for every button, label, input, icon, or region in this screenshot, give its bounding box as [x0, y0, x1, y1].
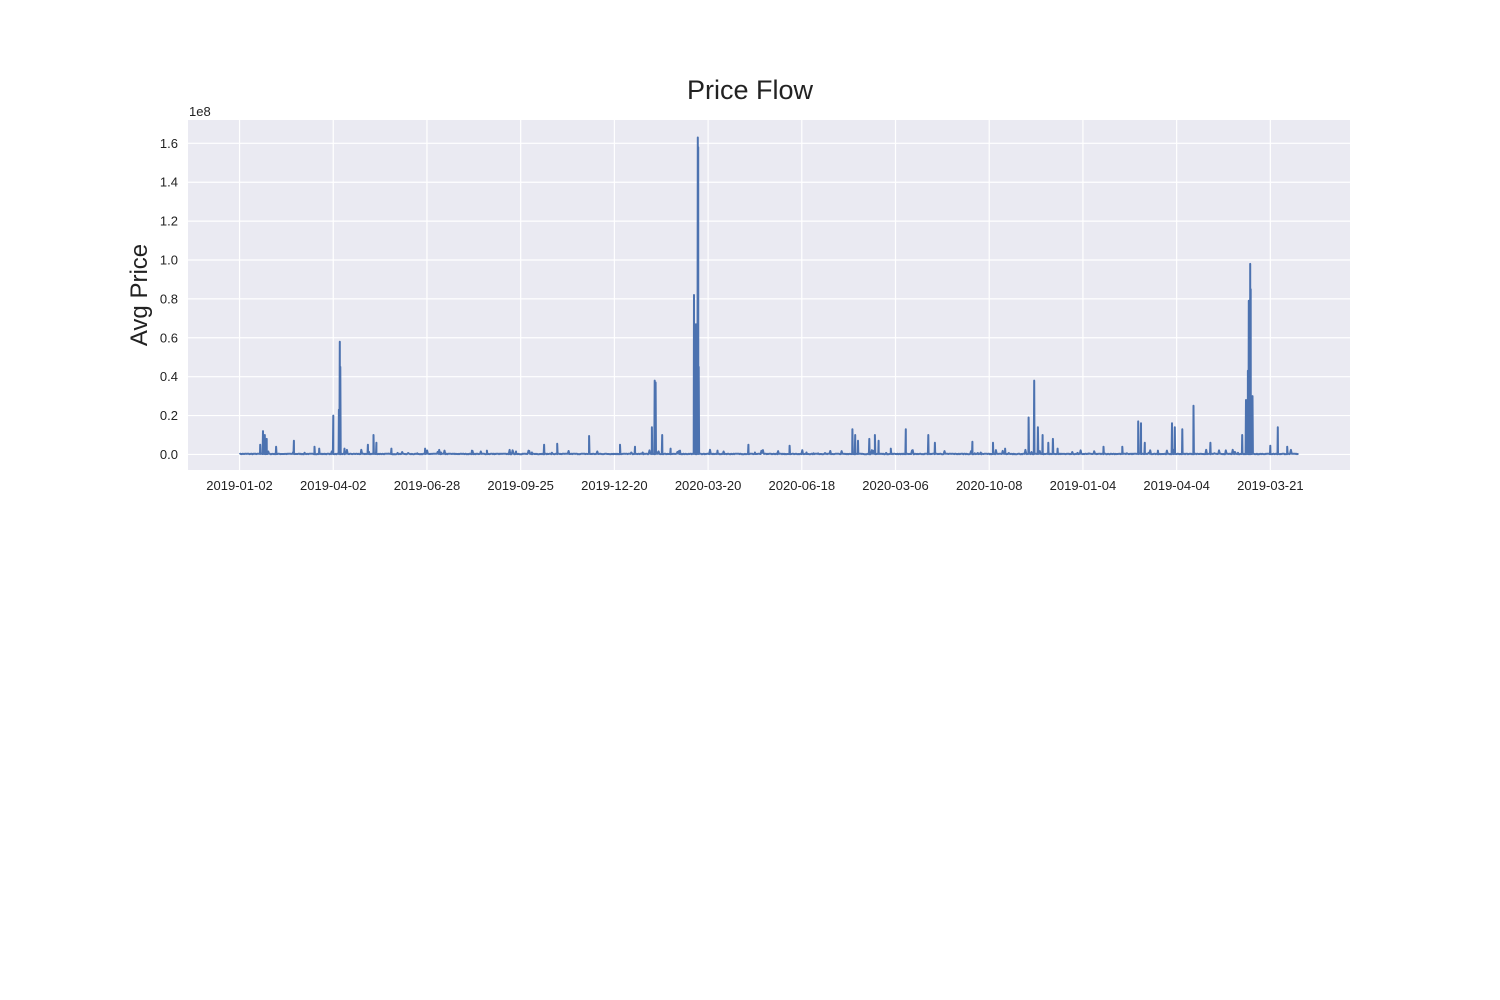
- x-tick-label: 2019-06-28: [394, 478, 461, 493]
- y-tick-label: 0.0: [160, 447, 178, 462]
- x-tick-label: 2019-01-02: [206, 478, 273, 493]
- y-tick-label: 0.8: [160, 291, 178, 306]
- plot-area: [188, 120, 1350, 470]
- x-tick-label: 2019-04-04: [1143, 478, 1210, 493]
- y-tick-label: 1.0: [160, 253, 178, 268]
- y-tick-label: 0.6: [160, 330, 178, 345]
- y-tick-label: 0.2: [160, 408, 178, 423]
- y-tick-label: 1.6: [160, 136, 178, 151]
- x-tick-label: 2020-06-18: [769, 478, 836, 493]
- x-tick-label: 2019-09-25: [487, 478, 554, 493]
- series-group: [238, 136, 1299, 456]
- x-tick-label: 2019-01-04: [1050, 478, 1117, 493]
- x-tick-label: 2020-03-20: [675, 478, 742, 493]
- y-tick-label: 0.4: [160, 369, 178, 384]
- y-tick-labels: 0.0 0.2 0.4 0.6 0.8 1.0 1.2 1.4 1.6: [160, 136, 178, 462]
- y-offset-text: 1e8: [189, 104, 211, 119]
- y-axis-label: Avg Price: [126, 244, 153, 346]
- y-tick-label: 1.4: [160, 175, 178, 190]
- y-tick-label: 1.2: [160, 214, 178, 229]
- grid-lines: [188, 120, 1350, 470]
- x-tick-label: 2019-04-02: [300, 478, 367, 493]
- x-tick-labels: 2019-01-02 2019-04-02 2019-06-28 2019-09-25…: [206, 478, 1303, 493]
- chart-title: Price Flow: [687, 75, 814, 105]
- x-tick-label: 2019-12-20: [581, 478, 648, 493]
- x-tick-label: 2020-10-08: [956, 478, 1023, 493]
- x-tick-label: 2020-03-06: [862, 478, 929, 493]
- series-line: [238, 136, 1299, 456]
- x-tick-label: 2019-03-21: [1237, 478, 1304, 493]
